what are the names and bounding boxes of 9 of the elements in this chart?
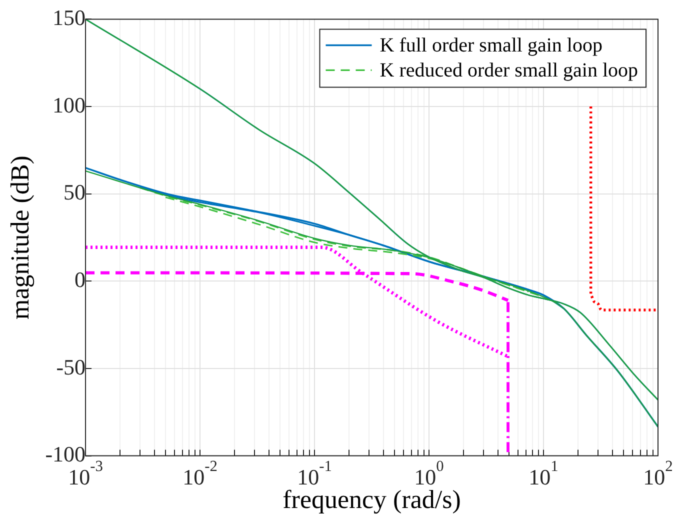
y-tick-label: -50	[56, 354, 86, 380]
y-tick-label: 50	[64, 180, 86, 205]
y-tick-label: 100	[52, 92, 86, 118]
legend-label: K reduced order small gain loop	[380, 59, 638, 82]
y-axis-title: magnitude (dB)	[5, 156, 34, 320]
legend-label: K full order small gain loop	[380, 34, 602, 56]
y-tick-label: 150	[52, 4, 86, 30]
x-axis-title: frequency (rad/s)	[282, 485, 461, 514]
y-tick-label: 0	[74, 266, 86, 292]
